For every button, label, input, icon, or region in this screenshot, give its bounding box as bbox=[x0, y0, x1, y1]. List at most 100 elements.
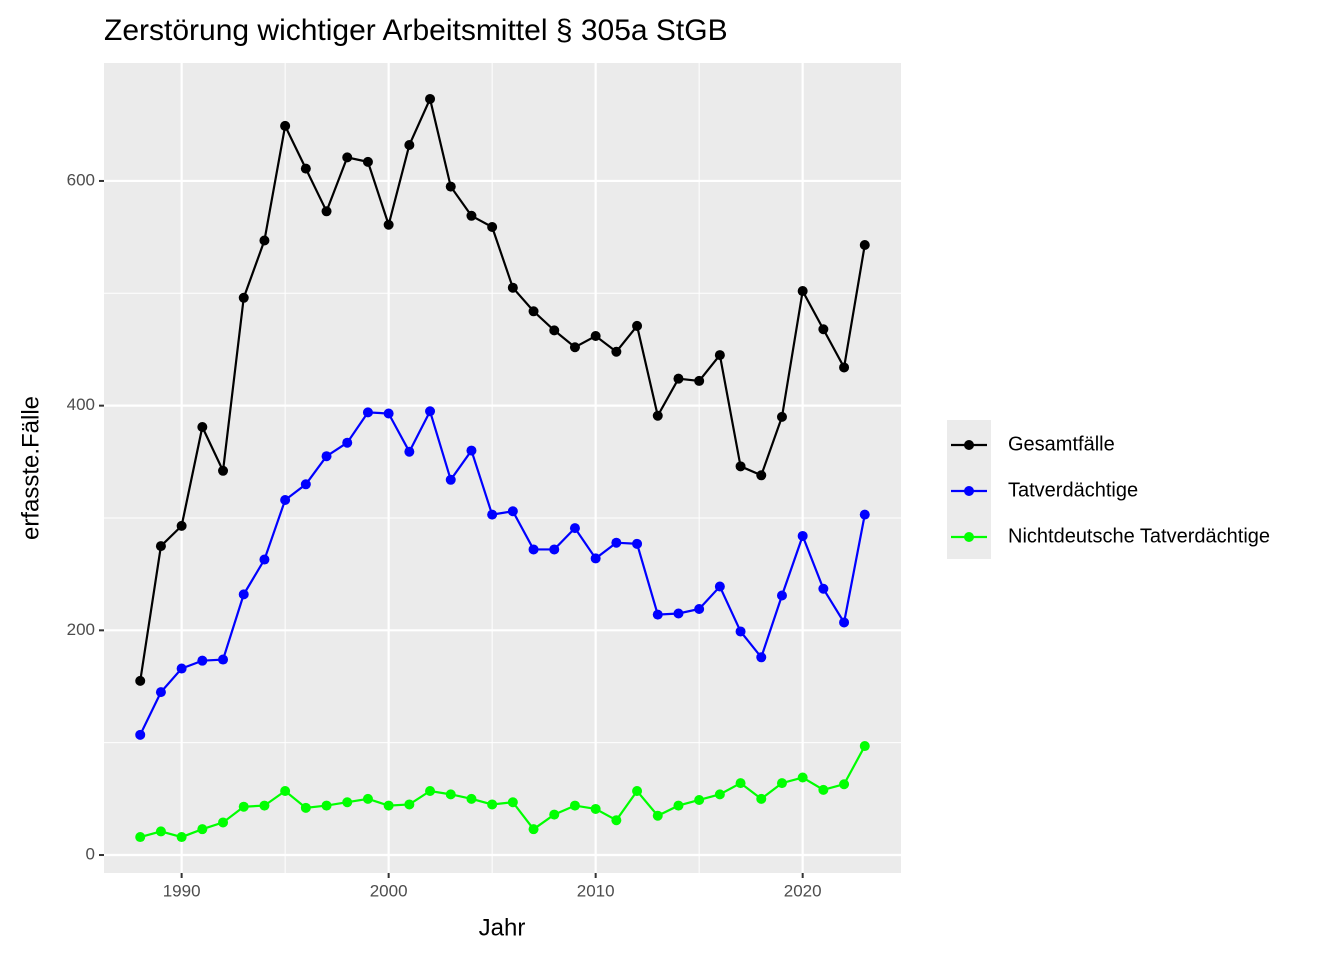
data-point bbox=[425, 406, 436, 417]
data-point bbox=[818, 583, 829, 594]
data-point bbox=[756, 470, 767, 481]
data-point bbox=[300, 163, 311, 174]
data-point bbox=[342, 797, 353, 808]
data-point bbox=[776, 411, 787, 422]
data-point bbox=[632, 320, 643, 331]
data-point bbox=[342, 437, 353, 448]
legend-label: Gesamtfälle bbox=[1008, 433, 1115, 455]
data-point bbox=[652, 810, 663, 821]
data-point bbox=[487, 222, 498, 233]
data-point bbox=[280, 495, 291, 506]
data-point bbox=[652, 410, 663, 421]
data-point bbox=[714, 350, 725, 361]
data-point bbox=[507, 506, 518, 517]
data-point bbox=[238, 589, 249, 600]
data-point bbox=[714, 789, 725, 800]
data-point bbox=[735, 778, 746, 789]
data-point bbox=[466, 793, 477, 804]
legend-key-point bbox=[964, 440, 974, 450]
data-point bbox=[362, 156, 373, 167]
data-point bbox=[300, 479, 311, 490]
data-point bbox=[673, 373, 684, 384]
data-point bbox=[549, 809, 560, 820]
data-point bbox=[507, 797, 518, 808]
data-point bbox=[673, 800, 684, 811]
legend-key-point bbox=[964, 486, 974, 496]
data-point bbox=[632, 538, 643, 549]
data-point bbox=[818, 324, 829, 335]
y-axis-label: erfasste.Fälle bbox=[17, 396, 44, 540]
data-point bbox=[321, 451, 332, 462]
data-point bbox=[632, 785, 643, 796]
data-point bbox=[155, 687, 166, 698]
data-point bbox=[466, 210, 477, 221]
data-point bbox=[238, 292, 249, 303]
data-point bbox=[342, 152, 353, 163]
legend-label: Nichtdeutsche Tatverdächtige bbox=[1008, 525, 1270, 547]
data-point bbox=[859, 239, 870, 250]
data-point bbox=[135, 675, 146, 686]
x-axis-label: Jahr bbox=[479, 914, 526, 941]
data-point bbox=[445, 789, 456, 800]
data-point bbox=[756, 652, 767, 663]
data-point bbox=[321, 800, 332, 811]
data-point bbox=[176, 832, 187, 843]
data-point bbox=[135, 832, 146, 843]
data-point bbox=[218, 465, 229, 476]
data-point bbox=[197, 421, 208, 432]
data-point bbox=[404, 140, 415, 151]
data-point bbox=[797, 286, 808, 297]
data-point bbox=[735, 626, 746, 637]
data-point bbox=[611, 346, 622, 357]
data-point bbox=[839, 779, 850, 790]
data-point bbox=[487, 799, 498, 810]
data-point bbox=[404, 446, 415, 457]
data-point bbox=[404, 799, 415, 810]
data-point bbox=[694, 375, 705, 386]
x-tick-label: 1990 bbox=[163, 881, 201, 900]
data-point bbox=[445, 181, 456, 192]
legend-label: Tatverdächtige bbox=[1008, 479, 1138, 501]
data-point bbox=[611, 537, 622, 548]
data-point bbox=[445, 474, 456, 485]
data-point bbox=[507, 282, 518, 293]
data-point bbox=[859, 509, 870, 520]
data-point bbox=[362, 407, 373, 418]
y-tick-label: 400 bbox=[67, 395, 95, 414]
data-point bbox=[280, 120, 291, 131]
data-point bbox=[694, 603, 705, 614]
legend-key-point bbox=[964, 532, 974, 542]
data-point bbox=[652, 609, 663, 620]
data-point bbox=[280, 785, 291, 796]
data-point bbox=[176, 663, 187, 674]
data-point bbox=[383, 408, 394, 419]
data-point bbox=[528, 824, 539, 835]
data-point bbox=[259, 235, 270, 246]
data-point bbox=[818, 784, 829, 795]
data-point bbox=[776, 778, 787, 789]
data-point bbox=[176, 520, 187, 531]
data-point bbox=[797, 772, 808, 783]
data-point bbox=[569, 342, 580, 353]
data-point bbox=[425, 93, 436, 104]
x-tick-label: 2020 bbox=[784, 881, 822, 900]
data-point bbox=[839, 362, 850, 373]
data-point bbox=[735, 461, 746, 472]
data-point bbox=[383, 800, 394, 811]
y-tick-label: 200 bbox=[67, 620, 95, 639]
data-point bbox=[839, 617, 850, 628]
data-point bbox=[859, 741, 870, 752]
data-point bbox=[135, 729, 146, 740]
data-point bbox=[218, 654, 229, 665]
data-point bbox=[611, 815, 622, 826]
data-point bbox=[569, 523, 580, 534]
series-line bbox=[139, 408, 866, 736]
data-point bbox=[776, 590, 787, 601]
data-point bbox=[362, 793, 373, 804]
data-point bbox=[528, 306, 539, 317]
data-point bbox=[569, 800, 580, 811]
data-point bbox=[590, 330, 601, 341]
x-tick-label: 2010 bbox=[577, 881, 615, 900]
